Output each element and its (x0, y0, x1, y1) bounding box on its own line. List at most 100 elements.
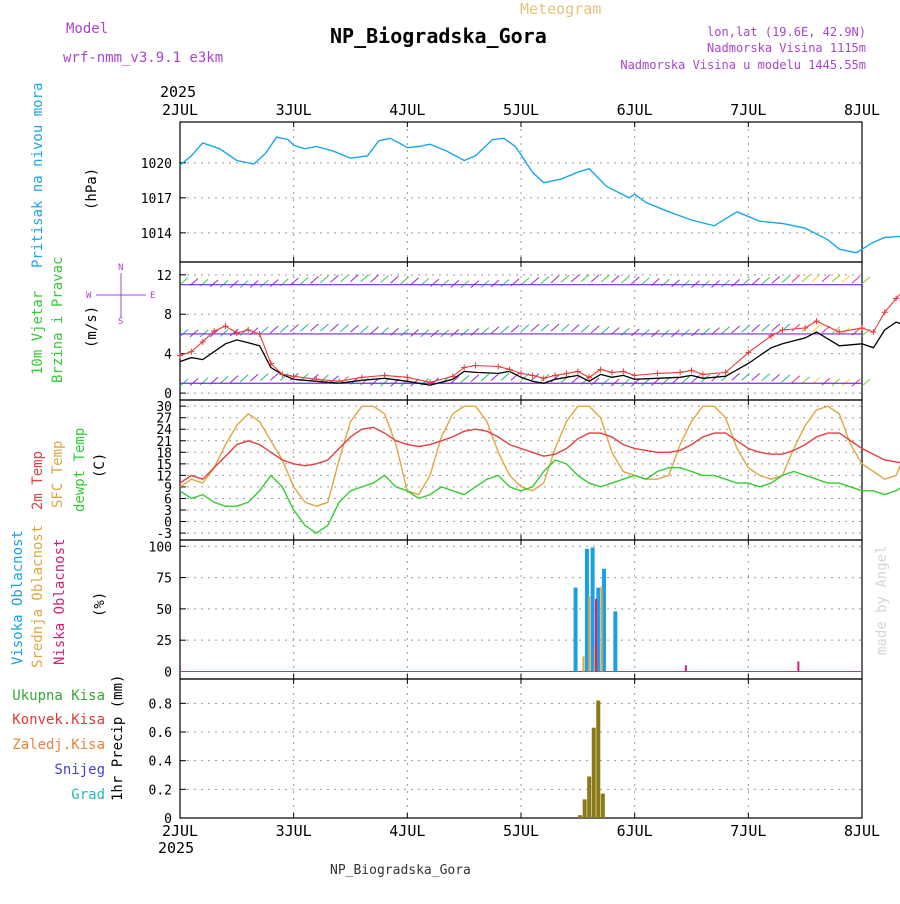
wind-barb (851, 275, 861, 284)
gust-marker (802, 325, 809, 332)
gust-marker (427, 379, 434, 386)
gust-marker (836, 328, 843, 335)
ytick-label: 0.6 (149, 726, 172, 741)
wind-barb (791, 323, 801, 332)
wind-barb (620, 275, 630, 284)
wind-barb (300, 323, 309, 332)
wind-barb (310, 323, 319, 332)
wind-barb (580, 274, 590, 283)
wind-barb (520, 324, 530, 333)
wind-barb (480, 280, 490, 288)
gust-marker (404, 374, 411, 381)
wind-barb (861, 276, 871, 285)
wind-barb (360, 325, 369, 334)
precip-bar (591, 727, 596, 818)
t2m-ylabel: 2m Temp (30, 451, 46, 510)
xtick-top: 8JUL (844, 101, 880, 119)
legend-total-rain: Ukupna Kisa (12, 688, 105, 704)
wind-barb (821, 274, 831, 283)
gust-marker (461, 364, 468, 371)
wind-barb (320, 374, 329, 383)
compass-e: E (150, 291, 155, 301)
panel-precip: 0 0.2 0.4 0.6 0.8 (149, 678, 863, 827)
ytick-label: 0.8 (149, 697, 172, 712)
ytick-label: 24 (156, 423, 172, 438)
wind-barb (560, 323, 570, 332)
xtick-bottom: 2JUL (162, 822, 198, 840)
wind-barb (269, 372, 279, 381)
ytick-label: 0.2 (149, 783, 172, 798)
wind-barb (400, 276, 409, 285)
ytick-label: 0 (164, 516, 172, 531)
dewpoint-line (179, 459, 900, 534)
wind-barb (841, 275, 851, 283)
wind-barb (821, 377, 831, 386)
wind-barb (259, 373, 269, 382)
gust-marker (177, 352, 183, 359)
wind-barb (500, 325, 510, 334)
cloud-bar-srednja (600, 586, 603, 672)
wind-barbs (179, 274, 871, 387)
cloud-bar-niska (797, 661, 800, 672)
gust-marker (256, 330, 263, 337)
wind-barb (771, 323, 781, 332)
gust-marker (267, 360, 274, 367)
wind-barb (791, 375, 801, 384)
wind-barb (540, 276, 550, 284)
wind-barb (370, 378, 379, 386)
wind-barb (590, 274, 600, 283)
wind-barb (239, 374, 249, 383)
wind-barb (440, 279, 450, 288)
wind-barb (410, 277, 420, 286)
precip-bar (587, 776, 592, 818)
wind-barb (590, 377, 600, 386)
mid-cloud-ylabel: Srednja Oblacnost (30, 525, 46, 668)
gust-markers (177, 295, 900, 386)
gust-marker (893, 295, 900, 302)
panel-frame (179, 539, 863, 680)
gust-marker (563, 370, 570, 377)
legend-hail: Grad (71, 787, 105, 803)
compass-s: S (118, 317, 123, 327)
wind-barb (450, 375, 460, 384)
wind-barb (350, 324, 359, 333)
gust-marker (211, 328, 218, 334)
wind-unit: (m/s) (84, 306, 100, 348)
ytick-label: 0 (164, 665, 172, 680)
wind-barb (600, 326, 610, 335)
wind-barb (380, 275, 389, 283)
wind-barb (219, 279, 229, 288)
ytick-label: 1014 (141, 227, 172, 242)
ytick-label: 0 (164, 387, 172, 402)
wind-barb (480, 373, 490, 382)
pressure-line (179, 136, 900, 254)
compass-rose: N W E S (86, 263, 155, 327)
elevation: Nadmorska Visina 1115m (707, 41, 866, 55)
wind-barb (179, 277, 189, 286)
gust-marker (222, 323, 229, 330)
ytick-label: 27 (156, 412, 172, 427)
wind-barb (781, 374, 791, 383)
wind-barb (681, 279, 690, 288)
ytick-label: 15 (156, 458, 172, 473)
wind-barb (310, 373, 319, 382)
lonlat: lon,lat (19.6E, 42.9N) (707, 25, 866, 39)
cloud-bar-niska (595, 598, 598, 672)
wind-barb (460, 328, 470, 337)
wind-barb (711, 280, 720, 288)
gust-marker (199, 338, 206, 345)
wind-barb (641, 378, 650, 387)
wind-barb (500, 279, 510, 287)
wind-barb (410, 329, 420, 337)
panel-clouds: 0 25 50 75 100 (149, 539, 863, 680)
gust-marker (495, 363, 502, 370)
ytick-label: 0.4 (149, 755, 173, 770)
gust-marker (859, 325, 865, 332)
model-label: Model (66, 21, 108, 37)
wind-barb (781, 275, 791, 284)
ytick-label: 21 (156, 435, 172, 450)
wind-barb (731, 279, 740, 287)
ytick-label: 4 (164, 348, 172, 363)
